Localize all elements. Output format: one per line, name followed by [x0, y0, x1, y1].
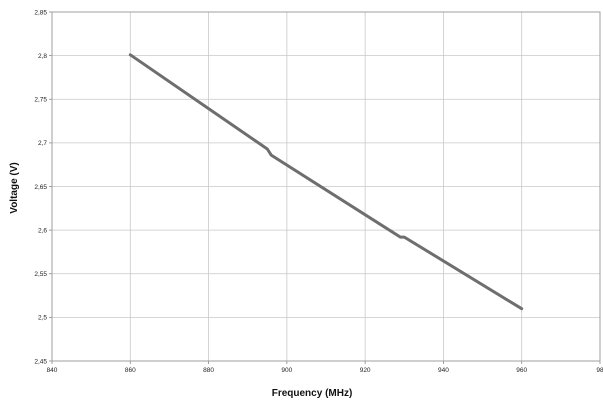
x-axis-title: Frequency (MHz) [272, 388, 353, 399]
x-tick-label: 960 [516, 367, 527, 374]
x-tick-label: 920 [360, 367, 371, 374]
plot-area-border [51, 11, 601, 362]
y-tick-labels: 2,85 2,8 2,75 2,7 2,65 2,6 2,55 2,5 2,45 [34, 9, 47, 365]
series-line [128, 53, 524, 311]
y-tick-label: 2,55 [34, 271, 47, 278]
y-tick-label: 2,85 [34, 9, 47, 16]
y-tick-label: 2,7 [38, 140, 47, 147]
x-tick-label: 900 [281, 367, 292, 374]
x-tick-label: 98 [596, 367, 603, 374]
y-tick-label: 2,75 [34, 97, 47, 104]
y-axis-title: Voltage (V) [9, 162, 20, 213]
x-tick-label: 840 [47, 367, 58, 374]
y-tick-label: 2,65 [34, 184, 47, 191]
series-layer [128, 53, 524, 311]
x-tick-label: 860 [125, 367, 136, 374]
x-tick-labels: 840 860 880 900 920 940 960 98 [47, 367, 603, 374]
y-tick-label: 2,45 [34, 358, 47, 365]
x-tick-label: 940 [438, 367, 449, 374]
y-tick-label: 2,6 [38, 227, 47, 234]
plot-frame [51, 11, 601, 362]
x-tick-label: 880 [203, 367, 214, 374]
y-tick-label: 2,8 [38, 53, 47, 60]
y-tick-label: 2,5 [38, 315, 47, 322]
